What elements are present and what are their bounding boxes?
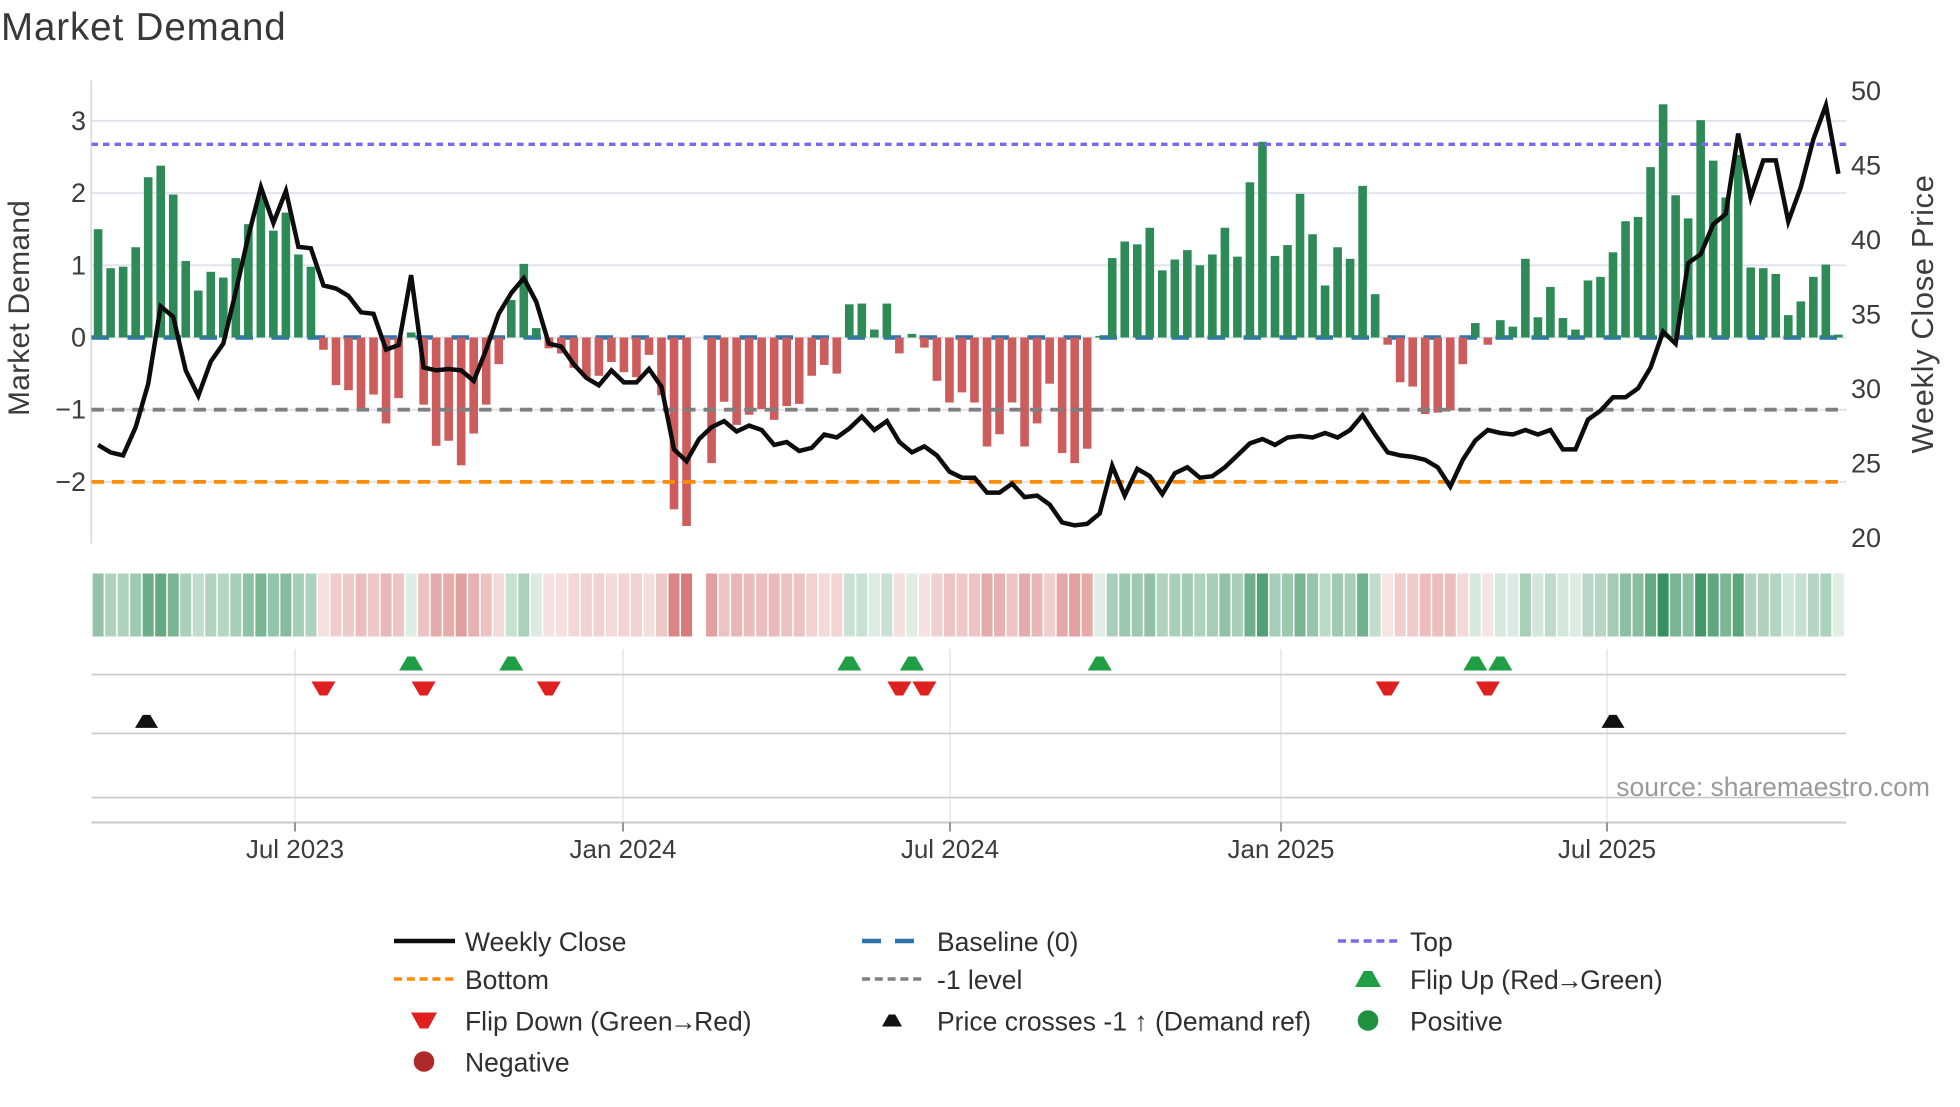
- svg-text:Market Demand: Market Demand: [3, 200, 36, 416]
- svg-text:−2: −2: [55, 467, 86, 497]
- svg-text:30: 30: [1851, 374, 1881, 404]
- svg-text:Baseline (0): Baseline (0): [937, 927, 1078, 957]
- svg-text:Jan 2024: Jan 2024: [570, 834, 677, 864]
- svg-text:source: sharemaestro.com: source: sharemaestro.com: [1616, 772, 1930, 802]
- svg-text:40: 40: [1851, 225, 1881, 255]
- svg-text:Jul 2024: Jul 2024: [901, 834, 999, 864]
- svg-text:Jan 2025: Jan 2025: [1228, 834, 1335, 864]
- svg-text:-1 level: -1 level: [937, 965, 1022, 995]
- svg-text:2: 2: [71, 178, 86, 208]
- svg-text:50: 50: [1851, 76, 1881, 106]
- svg-text:1: 1: [71, 250, 86, 280]
- svg-text:20: 20: [1851, 523, 1881, 553]
- svg-text:0: 0: [71, 323, 86, 353]
- svg-text:Price crosses -1 ↑ (Demand ref: Price crosses -1 ↑ (Demand ref): [937, 1007, 1311, 1037]
- svg-text:35: 35: [1851, 299, 1881, 329]
- svg-text:Jul 2023: Jul 2023: [246, 834, 344, 864]
- svg-text:Negative: Negative: [465, 1048, 570, 1078]
- svg-text:Jul 2025: Jul 2025: [1558, 834, 1656, 864]
- svg-text:Top: Top: [1410, 927, 1453, 957]
- svg-text:3: 3: [71, 106, 86, 136]
- svg-text:Flip Down (Green→Red): Flip Down (Green→Red): [465, 1007, 752, 1037]
- svg-text:25: 25: [1851, 448, 1881, 478]
- svg-text:Flip Up (Red→Green): Flip Up (Red→Green): [1410, 965, 1663, 995]
- svg-text:Positive: Positive: [1410, 1007, 1503, 1037]
- svg-text:Bottom: Bottom: [465, 965, 549, 995]
- svg-text:45: 45: [1851, 150, 1881, 180]
- svg-text:Weekly Close: Weekly Close: [465, 927, 627, 957]
- svg-text:Weekly Close Price: Weekly Close Price: [1905, 175, 1940, 454]
- svg-text:Market Demand: Market Demand: [1, 6, 287, 49]
- svg-text:−1: −1: [55, 395, 86, 425]
